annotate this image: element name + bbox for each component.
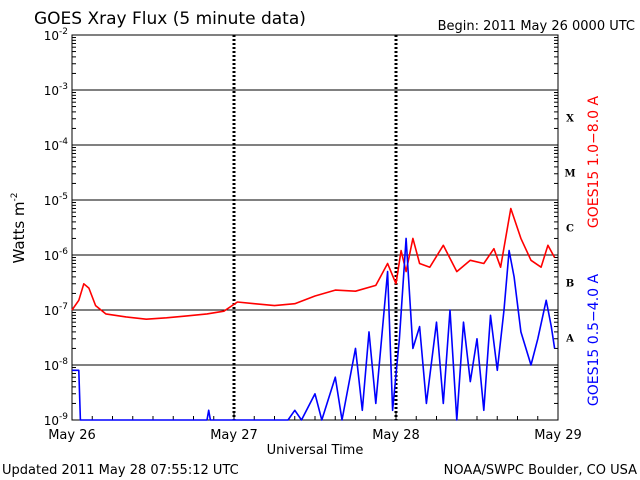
x-tick-label: May 28 xyxy=(372,428,420,443)
y-tick-exponent: -5 xyxy=(59,192,68,202)
flare-class-labels: X M C B A xyxy=(564,114,575,345)
y-tick-label: 10-7 xyxy=(44,302,68,318)
y-tick-base: 10 xyxy=(44,359,59,373)
y-tick-label: 10-5 xyxy=(44,192,68,208)
y-axis-label-exponent: -2 xyxy=(10,192,20,201)
x-tick-label: May 29 xyxy=(534,428,582,443)
y-tick-exponent: -6 xyxy=(59,247,68,257)
x-axis-label: Universal Time xyxy=(267,443,364,458)
y-axis-label: Watts m-2 xyxy=(10,192,28,263)
x-tick-label: May 27 xyxy=(210,428,258,443)
horizontal-gridlines xyxy=(72,37,558,404)
legend-long-channel: GOES15 1.0−8.0 A xyxy=(586,96,602,229)
y-tick-base: 10 xyxy=(44,304,59,318)
flare-class-label: X xyxy=(566,114,574,125)
y-tick-label: 10-3 xyxy=(44,82,68,98)
data-series xyxy=(71,207,556,421)
y-tick-exponent: -3 xyxy=(59,82,68,92)
y-tick-base: 10 xyxy=(44,414,59,428)
x-tick-label: May 26 xyxy=(48,428,96,443)
flare-class-label: M xyxy=(564,169,575,180)
y-tick-exponent: -9 xyxy=(59,412,68,422)
y-tick-exponent: -4 xyxy=(59,137,68,147)
y-tick-label: 10-8 xyxy=(44,357,69,373)
chart-title: GOES Xray Flux (5 minute data) xyxy=(34,9,306,29)
y-tick-base: 10 xyxy=(44,29,59,43)
y-tick-base: 10 xyxy=(44,139,59,153)
y-tick-label: 10-2 xyxy=(44,27,68,43)
day-divider-lines xyxy=(71,35,559,420)
y-tick-base: 10 xyxy=(44,194,59,208)
y-tick-base: 10 xyxy=(44,249,59,263)
y-tick-label: 10-6 xyxy=(44,247,69,263)
y-tick-label: 10-9 xyxy=(44,412,69,428)
y-tick-exponent: -7 xyxy=(59,302,68,312)
legend-short-channel: GOES15 0.5−4.0 A xyxy=(586,274,602,407)
data-source: NOAA/SWPC Boulder, CO USA xyxy=(444,463,637,478)
series-line-long-channel xyxy=(71,207,556,321)
y-axis-label-text: Watts m xyxy=(10,201,28,263)
y-tick-base: 10 xyxy=(44,84,59,98)
flare-class-label: A xyxy=(565,334,574,345)
y-tick-exponent: -2 xyxy=(59,27,68,37)
begin-time: Begin: 2011 May 26 0000 UTC xyxy=(438,19,635,34)
updated-timestamp: Updated 2011 May 28 07:55:12 UTC xyxy=(2,463,239,478)
x-axis-tick-labels: May 26 May 27 May 28 May 29 xyxy=(48,428,582,443)
series-line-short-channel xyxy=(72,237,556,421)
flare-class-label: C xyxy=(566,224,574,235)
y-axis-tick-labels: 10-210-310-410-510-610-710-810-9 xyxy=(44,27,69,428)
y-tick-label: 10-4 xyxy=(44,137,69,153)
plot-frame xyxy=(71,34,559,421)
flare-class-label: B xyxy=(566,279,574,290)
y-tick-exponent: -8 xyxy=(59,357,68,367)
